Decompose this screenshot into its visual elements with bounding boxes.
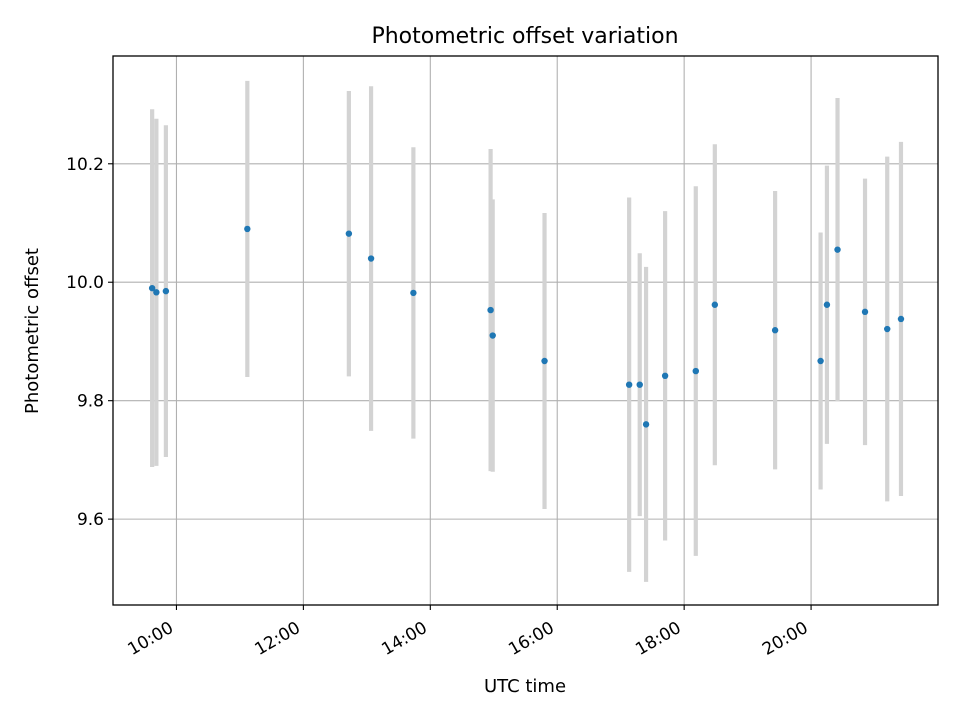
data-point [148,284,156,292]
y-tick-label: 9.6 [77,510,104,530]
data-point [834,246,841,253]
data-point [861,308,869,316]
data-point [244,225,251,233]
data-point [823,301,831,308]
y-axis-title: Photometric offset [22,248,43,414]
grid [113,56,938,605]
y-tick-label: 9.8 [77,392,104,412]
data-point [817,357,824,365]
data-point [642,421,650,428]
data-point [711,301,719,308]
data-point [661,372,669,380]
data-point [162,287,170,295]
data-point [153,289,160,296]
data-point [487,306,494,314]
data-point [771,327,779,334]
data-point [541,357,548,365]
chart-title: Photometric offset variation [371,24,678,49]
plot-frame [112,55,939,606]
y-tick-label: 10.0 [66,273,104,293]
data-point [625,381,633,388]
data-point [345,230,353,237]
data-point [410,289,417,297]
data-point [636,381,643,388]
data-points [148,225,905,428]
data-point [692,367,699,375]
data-point [897,315,905,323]
x-axis-title: UTC time [484,676,566,697]
data-point [489,332,496,339]
data-point [884,325,891,333]
y-tick-label: 10.2 [66,155,104,175]
data-point [367,255,375,262]
